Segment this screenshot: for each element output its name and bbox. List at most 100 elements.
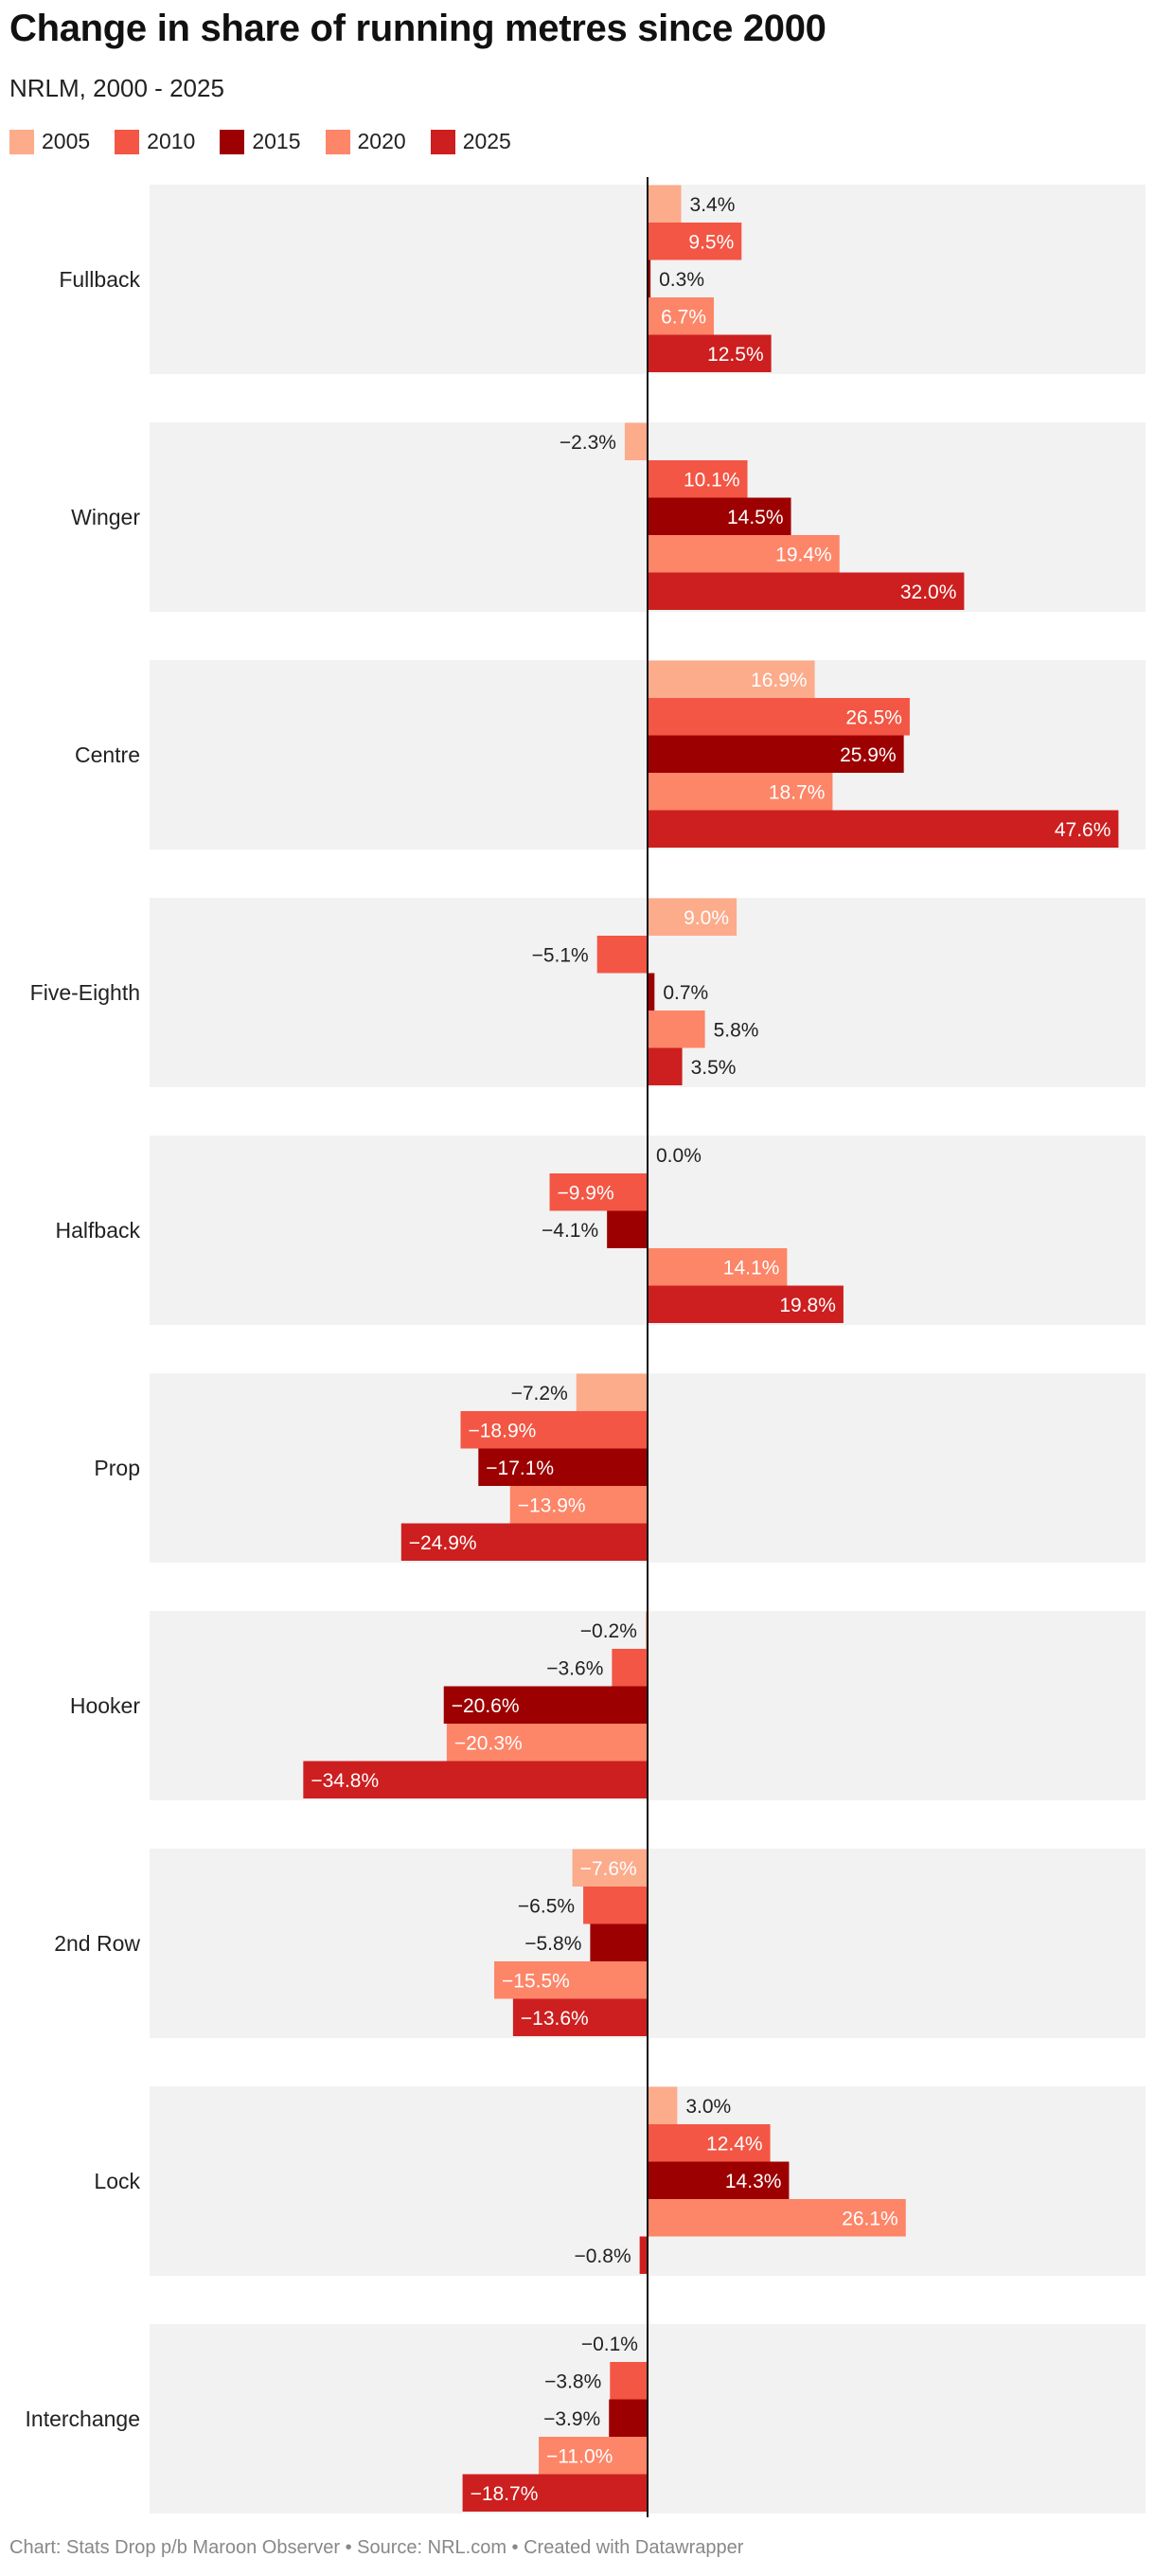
bar-2015 [478, 1448, 648, 1486]
data-label: 14.1% [723, 1257, 780, 1279]
data-label: 26.5% [845, 707, 902, 728]
bar-2025 [648, 1285, 844, 1323]
bar-2015 [590, 1923, 648, 1961]
bar-2005 [648, 2086, 678, 2124]
bar-2020 [648, 1011, 705, 1048]
category-label: Lock [94, 2169, 140, 2193]
data-label: −34.8% [311, 1770, 379, 1792]
data-label: 26.1% [842, 2208, 898, 2229]
bar-2005 [624, 422, 648, 460]
data-label: −18.7% [471, 2483, 539, 2505]
legend-swatch [325, 129, 350, 154]
legend: 2005 2010 2015 2020 2025 [9, 129, 511, 154]
bar-2010 [648, 460, 748, 498]
bar-2015 [609, 2399, 648, 2437]
data-label: −5.1% [532, 944, 589, 966]
data-label: −0.1% [581, 2334, 638, 2355]
data-label: 25.9% [840, 744, 897, 766]
category-label: Interchange [26, 2406, 140, 2431]
bar-2010 [648, 2124, 771, 2162]
data-label: −5.8% [524, 1933, 581, 1955]
bar-2025 [462, 2474, 648, 2512]
data-label: −13.9% [518, 1494, 586, 1516]
bar-2020 [648, 2199, 906, 2237]
bar-2005 [648, 898, 737, 936]
legend-swatch [9, 129, 34, 154]
data-label: 0.0% [656, 1145, 702, 1167]
bar-2015 [648, 2161, 790, 2199]
bar-2015 [648, 973, 655, 1011]
bar-2005 [648, 185, 682, 223]
chart-subtitle: NRLM, 2000 - 2025 [9, 74, 224, 102]
data-label: 14.5% [727, 507, 784, 528]
data-label: −13.6% [521, 2008, 589, 2030]
legend-label: 2020 [357, 129, 406, 153]
data-label: −7.6% [580, 1858, 637, 1880]
bar-2020 [648, 1248, 788, 1286]
legend-item-2010: 2010 [115, 129, 195, 154]
bar-2025 [303, 1761, 648, 1798]
data-label: 32.0% [900, 581, 957, 603]
data-label: −0.8% [574, 2245, 631, 2267]
data-label: 9.0% [684, 907, 729, 929]
data-label: 3.0% [685, 2096, 731, 2118]
data-label: 12.4% [706, 2133, 763, 2155]
data-label: 3.5% [691, 1057, 737, 1079]
data-label: 0.3% [659, 269, 704, 291]
bar-2025 [648, 810, 1119, 848]
category-label: Prop [94, 1456, 140, 1480]
data-label: −15.5% [502, 1970, 570, 1992]
bar-2010 [612, 1649, 648, 1687]
bar-2005 [648, 660, 815, 698]
legend-swatch [430, 129, 455, 154]
bar-2015 [648, 497, 791, 535]
data-label: −6.5% [518, 1895, 575, 1917]
data-label: 9.5% [688, 231, 734, 253]
category-label: Fullback [59, 267, 140, 292]
data-label: 14.3% [725, 2171, 782, 2192]
data-label: −24.9% [409, 1532, 477, 1554]
data-label: 19.8% [779, 1295, 836, 1316]
bar-2020 [648, 297, 715, 335]
data-label: 6.7% [661, 306, 706, 328]
data-label: −0.2% [580, 1620, 637, 1642]
bar-2015 [443, 1686, 648, 1724]
bar-2005 [576, 1373, 648, 1411]
data-label: 12.5% [707, 344, 764, 366]
data-label: 16.9% [751, 670, 808, 691]
legend-label: 2025 [462, 129, 511, 153]
legend-label: 2010 [147, 129, 196, 153]
bar-2010 [583, 1887, 648, 1924]
bar-2015 [607, 1210, 648, 1248]
bar-2020 [539, 2437, 648, 2475]
bar-2010 [648, 698, 910, 736]
bar-2010 [610, 2362, 648, 2400]
bar-2005 [572, 1849, 648, 1887]
chart-footer: Chart: Stats Drop p/b Maroon Observer • … [9, 2537, 744, 2558]
legend-swatch [220, 129, 245, 154]
legend-item-2015: 2015 [220, 129, 301, 154]
data-label: −17.1% [486, 1458, 554, 1479]
category-label: 2nd Row [54, 1931, 140, 1956]
data-label: −3.6% [546, 1657, 603, 1679]
bar-2025 [648, 1047, 683, 1085]
category-label: Five-Eighth [30, 980, 140, 1005]
legend-swatch [115, 129, 140, 154]
bar-2025 [648, 334, 772, 372]
data-label: −7.2% [511, 1383, 568, 1404]
data-label: −18.9% [468, 1420, 536, 1441]
bar-2005 [645, 1611, 648, 1649]
bar-2010 [549, 1173, 648, 1211]
data-label: −11.0% [546, 2445, 613, 2467]
legend-item-2020: 2020 [325, 129, 406, 154]
bar-2010 [596, 936, 648, 974]
data-label: 18.7% [769, 781, 826, 803]
legend-label: 2005 [42, 129, 91, 153]
bar-2020 [509, 1486, 648, 1524]
bar-2025 [400, 1523, 648, 1561]
data-label: 0.7% [663, 982, 708, 1004]
data-label: −3.8% [544, 2370, 601, 2392]
data-label: 19.4% [775, 544, 832, 565]
data-label: −20.6% [452, 1695, 520, 1717]
category-label: Hooker [70, 1693, 140, 1718]
